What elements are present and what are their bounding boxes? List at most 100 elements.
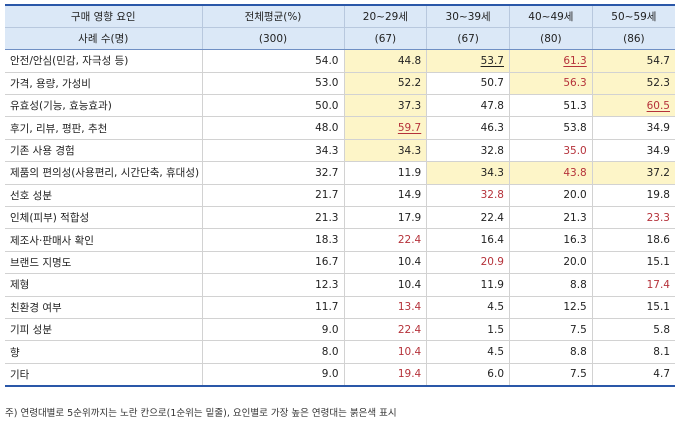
cell-value: 54.7 [646,54,670,67]
age-group-value-cell: 11.9 [426,273,510,297]
cell-value: 53.0 [315,77,339,90]
age-group-value-cell: 19.4 [343,363,427,387]
row-label: 유효성(기능, 효능효과) [5,94,202,118]
age-group-value-cell: 17.4 [591,273,675,297]
cell-value: 34.9 [646,122,670,135]
cell-value: 13.4 [397,301,422,314]
header-cell-average: 전체평균(%) [201,3,344,28]
cell-value: 7.5 [570,368,587,381]
average-value-cell: 9.0 [201,363,344,387]
age-group-value-cell: 20.9 [426,251,510,275]
table-row: 제조사·판매사 확인 18.3 22.4 16.4 16.3 18.6 [5,228,675,252]
cell-value: 10.4 [397,256,422,269]
cell-value: 18.3 [315,234,339,247]
age-group-value-cell: 34.9 [591,139,675,163]
age-group-value-cell: 13.4 [343,296,427,319]
cell-value: 11.9 [480,278,504,291]
footnote: 주) 연령대별로 5순위까지는 노란 칸으로(1순위는 밑줄), 요인별로 가장… [5,408,397,419]
cell-value: 34.3 [480,166,504,179]
row-label: 후기, 리뷰, 평판, 추천 [5,116,202,140]
cell-value: 52.2 [397,77,422,90]
age-group-value-cell: 4.5 [426,340,510,364]
sample-size-total: (300) [201,27,344,51]
age-group-value-cell: 14.9 [343,184,427,208]
age-group-value-cell: 19.8 [591,184,675,208]
cell-value: 35.0 [563,144,587,157]
average-value-cell: 48.0 [201,116,344,140]
cell-value: 17.9 [397,211,422,224]
age-group-value-cell: 34.3 [426,161,510,185]
row-label: 제품의 편의성(사용편리, 시간단축, 휴대성) [5,161,202,185]
age-group-value-cell: 53.7 [426,49,510,73]
header-cell-age-50s: 50~59세 [591,3,675,28]
table-row: 제형 12.3 10.4 11.9 8.8 17.4 [5,273,675,297]
cell-value: 61.3 [563,54,587,67]
average-value-cell: 12.3 [201,273,344,297]
cell-value: 5.8 [653,323,670,336]
age-group-value-cell: 47.8 [426,94,510,118]
cell-value: 1.5 [487,323,504,336]
age-group-value-cell: 61.3 [509,49,593,73]
row-label: 인체(피부) 적합성 [5,206,202,230]
table-row: 가격, 용량, 가성비 53.0 52.2 50.7 56.3 52.3 [5,72,675,96]
table-body: 안전/안심(민감, 자극성 등) 54.0 44.8 53.7 61.3 54.7 가격, … [5,49,675,387]
cell-value: 52.3 [646,77,670,90]
table-row: 향 8.0 10.4 4.5 8.8 8.1 [5,340,675,364]
average-value-cell: 8.0 [201,340,344,364]
age-group-value-cell: 17.9 [343,206,427,230]
cell-value: 50.0 [315,99,339,112]
age-group-value-cell: 37.3 [343,94,427,118]
cell-value: 15.1 [646,301,670,314]
age-group-value-cell: 15.1 [591,251,675,275]
average-value-cell: 16.7 [201,251,344,275]
age-group-value-cell: 35.0 [509,139,593,163]
cell-value: 34.3 [397,144,422,157]
average-value-cell: 34.3 [201,139,344,163]
age-group-value-cell: 50.7 [426,72,510,96]
age-group-value-cell: 4.5 [426,296,510,319]
row-label: 친환경 여부 [5,296,202,319]
row-label: 기존 사용 경험 [5,139,202,163]
header-cell-age-20s: 20~29세 [343,3,427,28]
cell-value: 8.1 [653,346,670,359]
cell-value: 14.9 [397,189,422,202]
average-value-cell: 18.3 [201,228,344,252]
table-row: 제품의 편의성(사용편리, 시간단축, 휴대성) 32.7 11.9 34.3 43.8… [5,161,675,185]
sample-size-row: 사례 수(명) (300) (67) (67) (80) (86) [5,27,675,51]
cell-value: 37.2 [646,166,670,179]
sample-size-label: 사례 수(명) [5,27,202,51]
age-group-value-cell: 37.2 [591,161,675,185]
cell-value: 11.9 [397,166,422,179]
cell-value: 51.3 [563,99,587,112]
age-group-value-cell: 7.5 [509,318,593,342]
age-group-value-cell: 4.7 [591,363,675,387]
cell-value: 43.8 [563,166,587,179]
age-group-value-cell: 8.8 [509,340,593,364]
age-group-value-cell: 16.4 [426,228,510,252]
cell-value: 20.0 [563,256,587,269]
cell-value: 12.3 [315,278,339,291]
age-group-value-cell: 32.8 [426,184,510,208]
age-group-value-cell: 20.0 [509,251,593,275]
table-row: 안전/안심(민감, 자극성 등) 54.0 44.8 53.7 61.3 54.7 [5,49,675,73]
header-row: 구매 영향 요인 전체평균(%) 20~29세 30~39세 40~49세 50… [5,3,675,28]
cell-value: 18.6 [646,234,670,247]
row-label: 브랜드 지명도 [5,251,202,275]
cell-value: 11.7 [315,301,339,314]
cell-value: 32.8 [480,189,504,202]
age-group-value-cell: 54.7 [591,49,675,73]
age-group-value-cell: 16.3 [509,228,593,252]
age-group-value-cell: 34.9 [591,116,675,140]
cell-value: 17.4 [646,278,670,291]
age-group-value-cell: 53.8 [509,116,593,140]
cell-value: 20.9 [480,256,504,269]
cell-value: 59.7 [397,122,422,135]
cell-value: 54.0 [315,54,339,67]
cell-value: 8.0 [321,346,339,359]
cell-value: 20.0 [563,189,587,202]
table-row: 유효성(기능, 효능효과) 50.0 37.3 47.8 51.3 60.5 [5,94,675,118]
age-group-value-cell: 56.3 [509,72,593,96]
age-group-value-cell: 10.4 [343,340,427,364]
cell-value: 22.4 [397,234,422,247]
cell-value: 22.4 [480,211,504,224]
